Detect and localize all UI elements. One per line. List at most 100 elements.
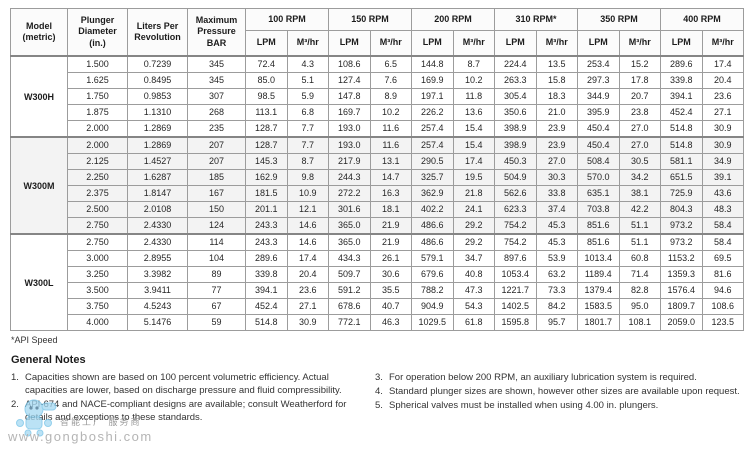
flow-cell: 772.1	[328, 314, 371, 331]
flow-cell: 452.4	[660, 104, 703, 121]
liters-cell: 1.1310	[127, 104, 188, 121]
flow-cell: 1153.2	[660, 250, 703, 267]
flow-cell: 434.3	[328, 250, 371, 267]
flow-cell: 60.8	[618, 250, 661, 267]
pressure-cell: 59	[187, 314, 246, 331]
liters-cell: 1.2869	[127, 120, 188, 138]
flow-cell: 30.9	[286, 314, 329, 331]
flow-cell: 34.2	[618, 169, 661, 186]
flow-cell: 27.0	[618, 120, 661, 138]
flow-cell: 23.6	[701, 88, 744, 105]
plunger-cell: 1.875	[67, 104, 128, 121]
flow-cell: 27.1	[701, 104, 744, 121]
m3hr-header: M³/hr	[701, 30, 744, 57]
rpm-group-header-150: 150 RPM	[328, 8, 412, 31]
flow-cell: 34.9	[701, 153, 744, 170]
flow-cell: 17.4	[286, 250, 329, 267]
note-number: 5.	[375, 400, 383, 412]
pressure-cell: 207	[187, 136, 246, 154]
plunger-cell: 3.500	[67, 282, 128, 299]
pump-capacity-table: Model (metric) Plunger Diameter (in.) Li…	[10, 8, 744, 331]
note-item: 3. For operation below 200 RPM, an auxil…	[375, 371, 741, 384]
plunger-cell: 2.000	[67, 120, 128, 138]
flow-cell: 23.6	[286, 282, 329, 299]
flow-cell: 398.9	[494, 136, 537, 154]
liters-cell: 1.6287	[127, 169, 188, 186]
flow-cell: 5.9	[286, 88, 329, 105]
liters-cell: 2.8955	[127, 250, 188, 267]
flow-cell: 339.8	[660, 72, 703, 89]
flow-cell: 14.6	[286, 217, 329, 235]
flow-cell: 395.9	[577, 104, 620, 121]
flow-cell: 81.6	[701, 266, 744, 283]
flow-cell: 217.9	[328, 153, 371, 170]
pressure-cell: 185	[187, 169, 246, 186]
flow-cell: 21.9	[369, 217, 412, 235]
note-text: For operation below 200 RPM, an auxiliar…	[389, 372, 697, 383]
flow-cell: 1402.5	[494, 298, 537, 315]
flow-cell: 305.4	[494, 88, 537, 105]
flow-cell: 804.3	[660, 201, 703, 218]
pressure-cell: 268	[187, 104, 246, 121]
flow-cell: 12.1	[286, 201, 329, 218]
flow-cell: 257.4	[411, 136, 454, 154]
note-item: 5. Spherical valves must be installed wh…	[375, 399, 741, 412]
flow-cell: 350.6	[494, 104, 537, 121]
flow-cell: 58.4	[701, 217, 744, 235]
flow-cell: 53.9	[535, 250, 578, 267]
general-notes-title: General Notes	[11, 354, 86, 366]
flow-cell: 15.2	[618, 55, 661, 73]
flow-cell: 94.6	[701, 282, 744, 299]
flow-cell: 128.7	[245, 120, 288, 138]
flow-cell: 1379.4	[577, 282, 620, 299]
flow-cell: 108.6	[328, 55, 371, 73]
flow-cell: 394.1	[245, 282, 288, 299]
flow-cell: 226.2	[411, 104, 454, 121]
flow-cell: 514.8	[660, 120, 703, 138]
flow-cell: 6.8	[286, 104, 329, 121]
flow-cell: 145.3	[245, 153, 288, 170]
flow-cell: 7.7	[286, 136, 329, 154]
flow-cell: 504.9	[494, 169, 537, 186]
flow-cell: 30.3	[535, 169, 578, 186]
flow-cell: 7.6	[369, 72, 412, 89]
note-number: 2.	[11, 399, 19, 411]
flow-cell: 289.6	[660, 55, 703, 73]
flow-cell: 224.4	[494, 55, 537, 73]
note-text: Capacities shown are based on 100 percen…	[25, 372, 342, 397]
flow-cell: 10.2	[369, 104, 412, 121]
flow-cell: 197.1	[411, 88, 454, 105]
flow-cell: 243.3	[245, 217, 288, 235]
flow-cell: 98.5	[245, 88, 288, 105]
flow-cell: 13.5	[535, 55, 578, 73]
pressure-cell: 150	[187, 201, 246, 218]
flow-cell: 562.6	[494, 185, 537, 202]
plunger-cell: 4.000	[67, 314, 128, 331]
lpm-header: LPM	[328, 30, 371, 57]
flow-cell: 486.6	[411, 233, 454, 251]
flow-cell: 339.8	[245, 266, 288, 283]
model-cell: W300M	[10, 136, 68, 235]
table-body: W300H 1.500 0.7239 345 72.4 4.3 108.6 6.5 144.8 8…	[10, 55, 744, 331]
flow-cell: 11.6	[369, 120, 412, 138]
flow-cell: 678.6	[328, 298, 371, 315]
flow-cell: 11.8	[452, 88, 495, 105]
m3hr-header: M³/hr	[369, 30, 412, 57]
flow-cell: 325.7	[411, 169, 454, 186]
plunger-cell: 2.500	[67, 201, 128, 218]
plunger-cell: 2.750	[67, 217, 128, 235]
flow-cell: 1189.4	[577, 266, 620, 283]
liters-cell: 2.4330	[127, 217, 188, 235]
flow-cell: 193.0	[328, 120, 371, 138]
flow-cell: 570.0	[577, 169, 620, 186]
flow-cell: 1595.8	[494, 314, 537, 331]
flow-cell: 27.1	[286, 298, 329, 315]
flow-cell: 2059.0	[660, 314, 703, 331]
plunger-cell: 3.000	[67, 250, 128, 267]
note-number: 3.	[375, 372, 383, 383]
flow-cell: 14.7	[369, 169, 412, 186]
flow-cell: 703.8	[577, 201, 620, 218]
plunger-cell: 2.000	[67, 136, 128, 154]
flow-cell: 13.6	[452, 104, 495, 121]
flow-cell: 301.6	[328, 201, 371, 218]
